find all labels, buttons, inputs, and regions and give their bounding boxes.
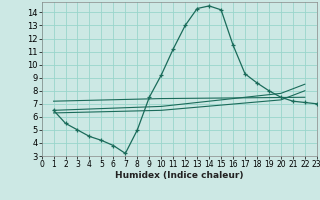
- X-axis label: Humidex (Indice chaleur): Humidex (Indice chaleur): [115, 171, 244, 180]
